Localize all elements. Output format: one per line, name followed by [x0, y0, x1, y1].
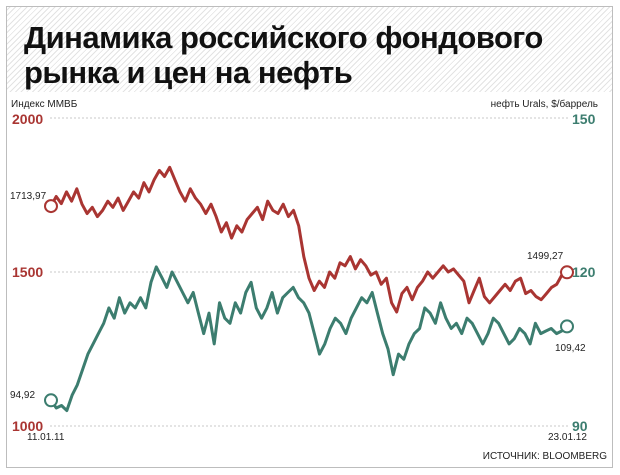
source-note: ИСТОЧНИК: BLOOMBERG — [483, 451, 607, 462]
left-tick-2000: 2000 — [12, 111, 43, 127]
chart-title: Динамика российского фондового рынка и ц… — [24, 20, 543, 90]
series-index-start-label: 1713,97 — [10, 191, 47, 202]
x-start-label: 11.01.11 — [27, 432, 65, 443]
right-axis-label: нефть Urals, $/баррель — [491, 98, 598, 110]
series-index-line — [49, 165, 568, 314]
right-tick-90: 90 — [572, 418, 588, 434]
chart-frame — [6, 6, 613, 468]
chart-title-line-1: Динамика российского фондового — [24, 20, 543, 55]
series-index-end-value: 1499,27 — [527, 251, 564, 262]
series-index-start-marker — [44, 199, 58, 214]
left-axis-label: Индекс ММВБ — [11, 99, 78, 110]
series-oil-start-marker — [44, 393, 58, 408]
right-tick-150: 150 — [572, 111, 596, 127]
series-oil-end-marker — [560, 319, 574, 334]
title-background — [6, 6, 613, 92]
series-oil-line — [49, 265, 568, 413]
x-end-label: 23.01.12 — [548, 432, 587, 443]
left-tick-1500: 1500 — [12, 264, 43, 280]
series-oil-start-label: 94,92 — [10, 390, 35, 401]
right-tick-120: 120 — [572, 264, 596, 280]
chart-title-line-2: рынка и цен на нефть — [24, 55, 353, 90]
series-oil-end-label: 109,42 — [555, 343, 586, 354]
left-tick-1000: 1000 — [12, 418, 43, 434]
series-index-end-marker — [560, 265, 574, 280]
